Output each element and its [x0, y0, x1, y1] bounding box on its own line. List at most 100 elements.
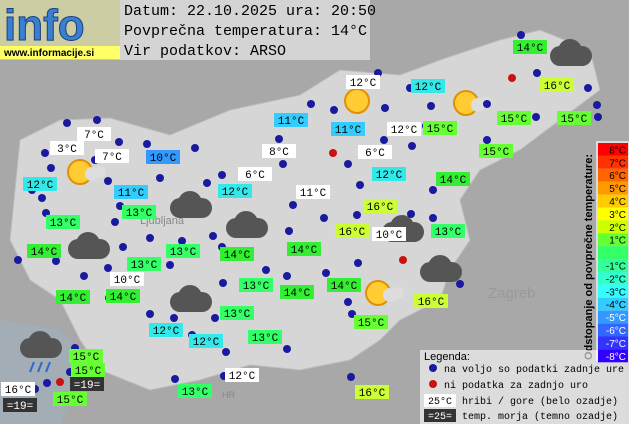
station-label: 13°C	[224, 309, 251, 321]
station-dot	[178, 237, 186, 245]
scale-swatch	[598, 207, 628, 221]
station-dot	[41, 149, 49, 157]
scale-label: -2°C	[606, 274, 626, 285]
scale-swatch	[598, 233, 628, 247]
station-dot	[43, 379, 51, 387]
station-label-bg	[387, 122, 421, 136]
station-label: 14°C	[331, 281, 358, 293]
station-label: 13°C	[243, 281, 270, 293]
station-label-bg	[23, 177, 57, 191]
station-label: 12°C	[229, 371, 256, 383]
station-label-bg	[497, 111, 531, 125]
station-label-bg	[335, 224, 369, 238]
station-dot	[347, 373, 355, 381]
station-label: 11°C	[278, 116, 305, 128]
station-label: 15°C	[483, 147, 510, 159]
scale-swatch	[598, 168, 628, 182]
station-label: 14°C	[60, 293, 87, 305]
scale-label: 2°C	[609, 223, 626, 234]
legend-text: na voljo so podatki zadnje ure	[444, 364, 624, 376]
legend-text: hribi / gore (belo ozadje)	[462, 396, 618, 408]
legend-title: Legenda:	[424, 351, 470, 363]
station-label-bg	[355, 385, 389, 399]
station-label: 12°C	[153, 326, 180, 338]
station-label-bg	[354, 315, 388, 329]
station-dot	[119, 243, 127, 251]
cloud	[94, 166, 106, 178]
station-label-bg	[327, 278, 361, 292]
station-dot	[322, 269, 330, 277]
station-dot	[211, 314, 219, 322]
station-dot	[594, 113, 602, 121]
scale-label: 3°C	[609, 210, 626, 221]
station-label: 7°C	[102, 152, 122, 164]
station-dot	[171, 375, 179, 383]
city-label: Zagreb	[488, 285, 536, 302]
legend-dot	[429, 364, 437, 372]
station-label: 14°C	[517, 43, 544, 55]
station-dot	[93, 116, 101, 124]
station-dot	[279, 160, 287, 168]
scale-swatch	[598, 284, 628, 298]
cloud	[30, 348, 52, 358]
station-label-bg	[287, 242, 321, 256]
scale-label: -3°C	[606, 287, 626, 298]
station-label-bg	[248, 330, 282, 344]
station-label: 16°C	[359, 388, 386, 400]
station-label: 16°C	[544, 81, 571, 93]
cloud	[236, 228, 258, 238]
scale-label: -5°C	[606, 313, 626, 324]
legend-text: ni podatka za zadnjo uro	[444, 380, 588, 392]
station-dot	[517, 31, 525, 39]
scale-swatch	[598, 349, 628, 363]
station-dot	[354, 259, 362, 267]
station-dot	[380, 136, 388, 144]
station-dot	[408, 142, 416, 150]
station-label-bg	[331, 122, 365, 136]
logo: info	[4, 1, 85, 50]
legend-text: temp. morja (temno ozadje)	[462, 411, 618, 423]
station-label-bg	[3, 398, 37, 412]
station-label-bg	[239, 278, 273, 292]
station-label-bg	[296, 185, 330, 199]
station-dot	[166, 261, 174, 269]
station-label-bg	[53, 392, 87, 406]
station-label-bg	[540, 78, 574, 92]
station-dot	[429, 214, 437, 222]
station-label-bg	[238, 167, 272, 181]
station-dot	[170, 314, 178, 322]
station-label: 16°C	[5, 385, 32, 397]
station-dot	[427, 102, 435, 110]
station-dot	[283, 272, 291, 280]
station-dot	[209, 232, 217, 240]
station-label: 15°C	[75, 366, 102, 378]
station-label: 8°C	[269, 147, 289, 159]
station-dot	[533, 69, 541, 77]
station-label: 14°C	[110, 292, 137, 304]
scale-swatch	[598, 155, 628, 169]
station-label-bg	[280, 285, 314, 299]
scale-swatch	[598, 259, 628, 272]
station-dot	[429, 186, 437, 194]
station-label: 12°C	[27, 180, 54, 192]
station-dot	[104, 177, 112, 185]
station-label-bg	[122, 205, 156, 219]
station-label: 14°C	[291, 245, 318, 257]
scale-swatch	[598, 143, 628, 156]
station-label: 6°C	[245, 170, 265, 182]
station-dot	[381, 104, 389, 112]
scale-label: 4°C	[609, 197, 626, 208]
scale-swatch	[598, 272, 628, 285]
legend-sample	[424, 394, 456, 407]
station-label: 13°C	[170, 247, 197, 259]
station-label-bg	[27, 244, 61, 258]
url-bg	[0, 46, 120, 59]
station-dot	[483, 100, 491, 108]
station-label-bg	[411, 79, 445, 93]
station-label-bg	[95, 149, 129, 163]
station-dot	[356, 181, 364, 189]
scale-label: 1°C	[609, 236, 626, 247]
station-label-bg	[225, 368, 259, 382]
header-bg	[120, 0, 370, 60]
station-dot	[330, 106, 338, 114]
